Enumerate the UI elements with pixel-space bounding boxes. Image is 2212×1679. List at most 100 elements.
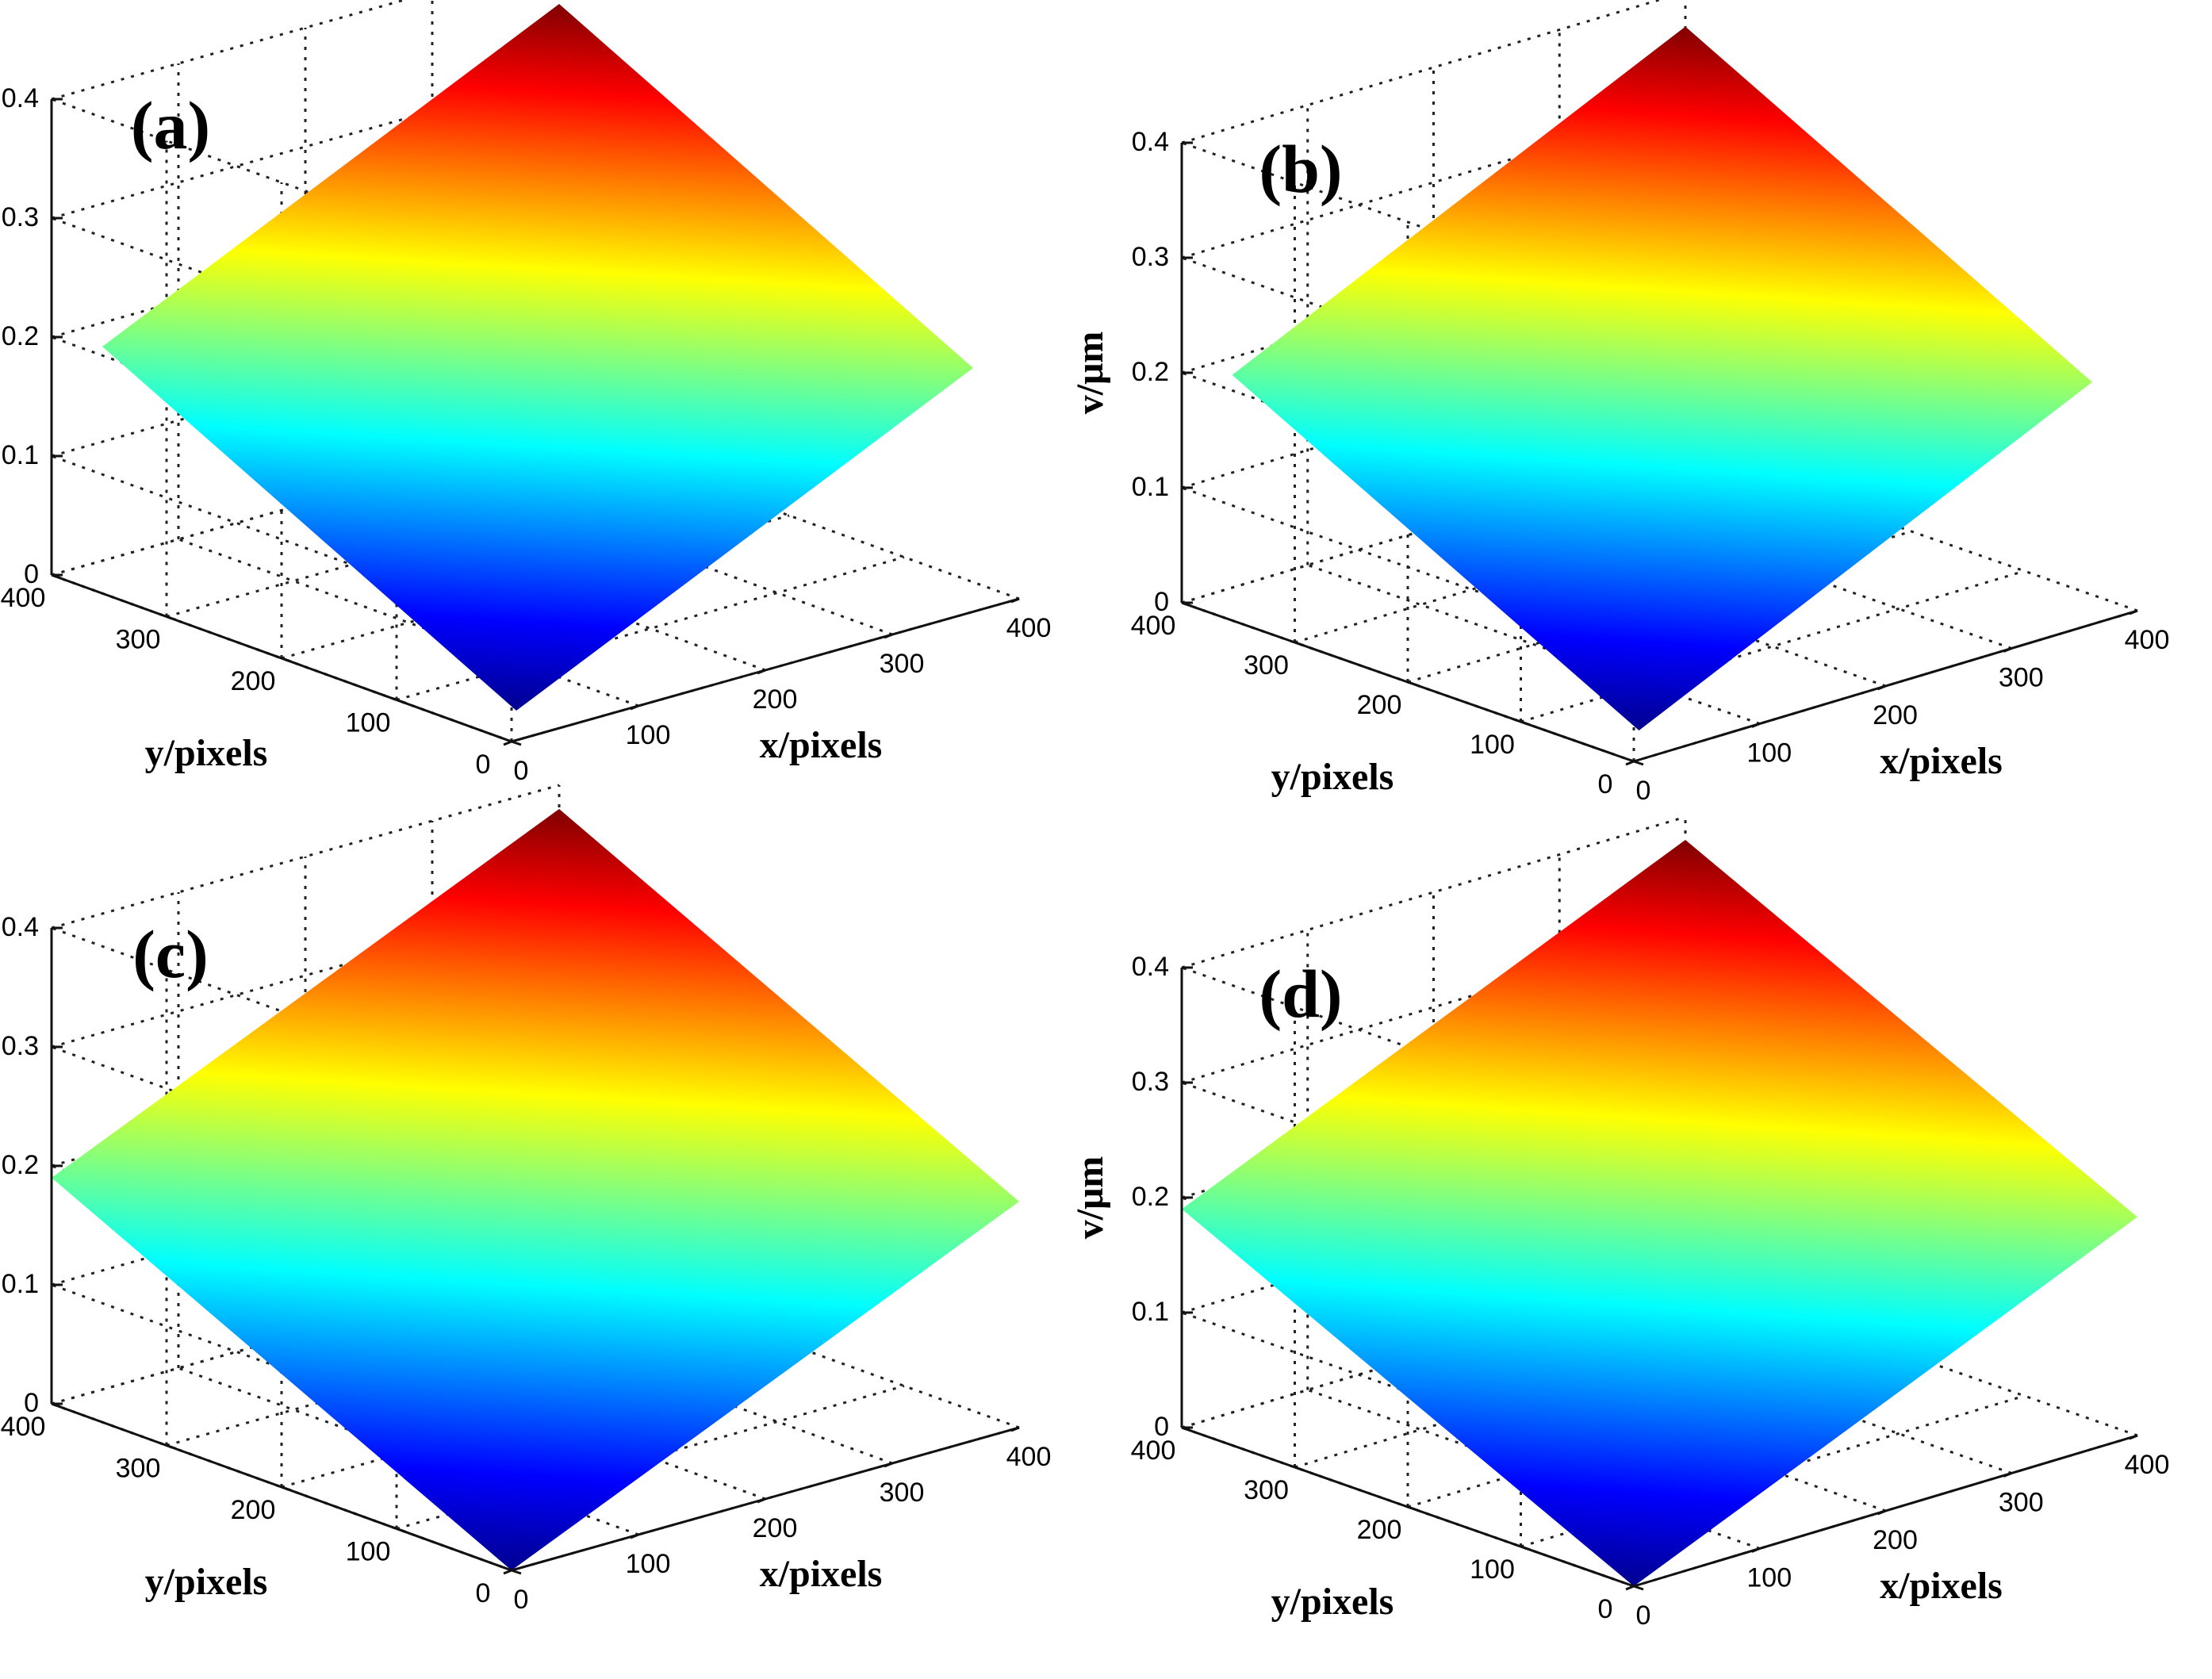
panel-label: (b) xyxy=(1259,131,1342,207)
x-axis-label: x/pixels xyxy=(1880,1565,2003,1607)
y-tick-label: 0 xyxy=(476,749,491,780)
y-tick-label: 0 xyxy=(1598,769,1613,799)
x-tick xyxy=(503,740,512,746)
x-tick-label: 300 xyxy=(1999,663,2044,693)
x-tick-label: 300 xyxy=(1999,1488,2044,1518)
y-tick xyxy=(1407,1505,1418,1512)
y-tick xyxy=(1520,1545,1531,1551)
x-tick xyxy=(2003,647,2012,653)
z-axis-label: v/μm xyxy=(1069,1156,1111,1240)
panel-label: (c) xyxy=(132,916,208,992)
z-tick-label: 0.2 xyxy=(1132,357,1169,387)
x-tick xyxy=(1625,760,1635,766)
gridline xyxy=(1307,564,1761,725)
y-tick xyxy=(166,615,177,621)
y-tick-label: 100 xyxy=(346,1537,391,1567)
y-tick-label: 200 xyxy=(231,1495,276,1525)
x-tick xyxy=(1010,597,1020,604)
x-tick xyxy=(1625,1585,1635,1591)
x-tick-label: 400 xyxy=(2125,1450,2170,1480)
x-tick-label: 300 xyxy=(880,1478,925,1508)
z-tick-label: 0.1 xyxy=(2,440,39,470)
y-tick xyxy=(1294,641,1305,647)
x-tick-label: 200 xyxy=(1873,1525,1918,1555)
x-tick-label: 100 xyxy=(626,720,671,750)
x-tick-label: 0 xyxy=(514,756,529,786)
x-tick xyxy=(757,1497,766,1504)
z-tick-label: 0.3 xyxy=(2,1031,39,1061)
y-tick xyxy=(511,740,522,746)
x-tick xyxy=(1751,1547,1761,1553)
x-tick-label: 0 xyxy=(1636,776,1651,806)
y-axis-label: y/pixels xyxy=(145,1561,268,1603)
y-tick xyxy=(1633,1585,1644,1591)
chart-panel-b: 0100200300400010020030040000.10.20.30.4x… xyxy=(1069,0,2169,806)
x-tick xyxy=(630,1533,639,1539)
x-tick-label: 400 xyxy=(1006,613,1052,643)
x-tick xyxy=(1877,684,1887,691)
surface-plane xyxy=(102,4,973,711)
y-axis-label: y/pixels xyxy=(1271,1581,1394,1623)
y-tick-label: 0 xyxy=(1598,1594,1613,1624)
y-tick-label: 300 xyxy=(1244,1475,1289,1505)
z-tick-label: 0.2 xyxy=(2,1150,39,1180)
y-tick-label: 0 xyxy=(476,1578,491,1608)
y-tick-label: 400 xyxy=(1131,1436,1176,1466)
x-tick xyxy=(2129,609,2138,615)
x-tick xyxy=(503,1569,512,1575)
x-tick xyxy=(1751,723,1761,728)
y-tick-label: 200 xyxy=(1357,1515,1402,1545)
x-tick xyxy=(757,669,766,675)
y-tick-label: 100 xyxy=(346,708,391,738)
x-tick-label: 200 xyxy=(1873,700,1918,730)
z-tick-label: 0.4 xyxy=(1132,127,1169,157)
x-tick-label: 400 xyxy=(2125,625,2170,655)
x-tick-label: 400 xyxy=(1006,1442,1052,1472)
panel-label: (a) xyxy=(131,87,210,163)
y-tick-label: 200 xyxy=(1357,690,1402,720)
y-tick-label: 400 xyxy=(1,583,46,613)
y-tick-label: 300 xyxy=(1244,650,1289,680)
z-tick-label: 0.1 xyxy=(1132,472,1169,502)
y-tick-label: 300 xyxy=(116,625,161,655)
x-axis-label: x/pixels xyxy=(760,724,883,766)
z-tick-label: 0.3 xyxy=(2,202,39,232)
x-tick-label: 100 xyxy=(1746,738,1792,769)
chart-panel-a: 0100200300400010020030040000.10.20.30.4x… xyxy=(1,0,1052,786)
z-tick-label: 0 xyxy=(1154,587,1169,617)
x-axis-label: x/pixels xyxy=(760,1553,883,1595)
z-tick-label: 0.2 xyxy=(1132,1182,1169,1212)
z-tick-label: 0.4 xyxy=(2,83,39,113)
x-tick-label: 200 xyxy=(753,1513,798,1543)
surface-plane xyxy=(1232,26,2092,730)
x-tick-label: 0 xyxy=(1636,1600,1651,1631)
z-axis-label: v/μm xyxy=(1069,332,1111,415)
x-tick-label: 100 xyxy=(626,1549,671,1579)
x-tick xyxy=(1010,1426,1020,1432)
z-tick-label: 0.2 xyxy=(2,321,39,351)
x-tick-label: 100 xyxy=(1746,1563,1792,1593)
panel-label: (d) xyxy=(1259,956,1342,1032)
y-tick xyxy=(1407,680,1418,687)
surface-plane xyxy=(1182,840,2137,1586)
z-tick-label: 0.3 xyxy=(1132,1067,1169,1097)
gridline xyxy=(1181,486,1635,648)
y-tick xyxy=(396,1528,407,1533)
y-tick xyxy=(396,699,407,704)
y-tick-label: 300 xyxy=(116,1454,161,1484)
chart-panel-d: 0100200300400010020030040000.10.20.30.4x… xyxy=(1069,815,2170,1631)
y-tick-label: 400 xyxy=(1,1412,46,1442)
y-tick xyxy=(511,1569,522,1575)
x-tick-label: 200 xyxy=(753,684,798,715)
x-tick-label: 0 xyxy=(514,1585,529,1615)
y-tick-label: 200 xyxy=(231,666,276,696)
y-tick-label: 100 xyxy=(1470,730,1515,760)
y-tick xyxy=(281,657,292,663)
x-tick xyxy=(2129,1434,2138,1440)
z-tick-label: 0.3 xyxy=(1132,242,1169,272)
z-tick-label: 0 xyxy=(24,1388,39,1418)
x-tick xyxy=(884,1462,893,1468)
y-tick-label: 100 xyxy=(1470,1554,1515,1585)
x-tick xyxy=(884,633,893,639)
